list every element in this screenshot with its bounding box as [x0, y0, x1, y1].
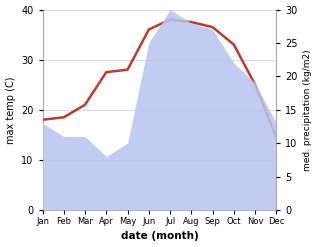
Y-axis label: med. precipitation (kg/m2): med. precipitation (kg/m2): [303, 49, 313, 171]
Y-axis label: max temp (C): max temp (C): [5, 76, 16, 144]
X-axis label: date (month): date (month): [121, 231, 198, 242]
